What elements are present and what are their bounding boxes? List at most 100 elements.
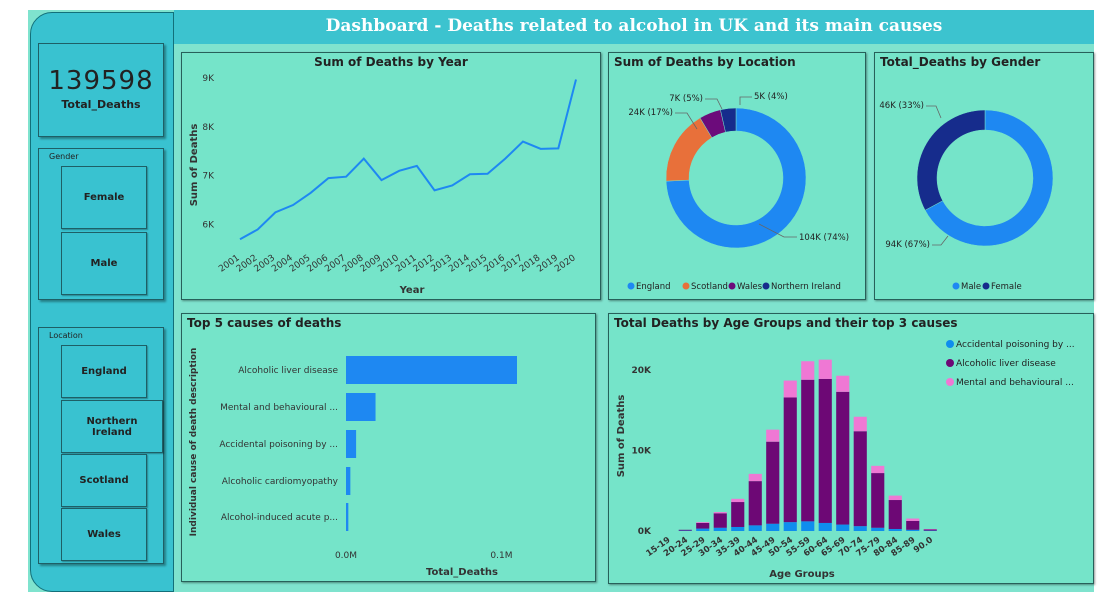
cause-yaxis-label: Individual cause of death description (189, 348, 199, 537)
age-bar-45-49-mental-and-behavioural (766, 429, 780, 442)
age-bar-45-49-accidental-poisoning-by (766, 523, 780, 531)
age-bar-80-84-mental-and-behavioural (888, 495, 902, 501)
age-bar-55-59-accidental-poisoning-by (801, 521, 815, 531)
location-legend-dot-wales (728, 282, 736, 290)
age-ytick-10k: 10K (632, 447, 653, 457)
age-bar-50-54-mental-and-behavioural (783, 380, 797, 398)
location-leader-wales (705, 98, 723, 110)
gender-slicer: Gender Female Male (38, 148, 164, 300)
gender-legend-dot-male (952, 282, 960, 290)
gender-legend-male: Male (961, 282, 981, 292)
location-legend-scotland: Scotland (691, 282, 728, 292)
year-xaxis-label: Year (399, 285, 425, 296)
age-bar-80-84-alcoholic-liver-disease (888, 500, 902, 529)
location-legend-dot-northern-ireland (762, 282, 770, 290)
gender-leader-female (926, 105, 942, 119)
age-xaxis-label: Age Groups (769, 569, 834, 580)
gender-chart-panel: Total_Deaths by Gender 94K (67%) 46K (33%… (874, 52, 1094, 300)
age-bar-75-79-alcoholic-liver-disease (871, 473, 885, 528)
year-ytick-9k: 9K (202, 74, 215, 84)
age-bar-25-29-mental-and-behavioural (696, 522, 710, 523)
age-bar-30-34-alcoholic-liver-disease (713, 513, 727, 528)
age-bar-35-39-accidental-poisoning-by (731, 526, 745, 531)
location-wales-button[interactable]: Wales (61, 508, 147, 561)
cause-xaxis-label: Total_Deaths (426, 567, 498, 578)
location-chart-title: Sum of Deaths by Location (614, 55, 796, 69)
year-ytick-6k: 6K (202, 221, 215, 231)
location-leader-scotland (675, 112, 698, 130)
location-slice-england (665, 107, 807, 249)
age-bar-35-39-mental-and-behavioural (731, 498, 745, 503)
cause-label-5: Alcohol-induced acute p... (221, 513, 338, 523)
causes-chart-title: Top 5 causes of deaths (187, 316, 342, 330)
age-xtick-90-0: 90.0 (912, 535, 935, 555)
total-deaths-value: 139598 (48, 66, 154, 96)
location-england-button[interactable]: England (61, 345, 147, 398)
year-chart-title: Sum of Deaths by Year (314, 55, 468, 69)
age-bar-35-39-alcoholic-liver-disease (731, 502, 745, 527)
age-bar-65-69-accidental-poisoning-by (836, 524, 850, 531)
age-ytick-20k: 20K (632, 366, 653, 376)
causes-bar-chart: Alcoholic liver disease Mental and behavi… (189, 348, 517, 578)
cause-bar-4 (346, 467, 351, 495)
location-label-wales: 7K (5%) (669, 94, 703, 104)
location-legend-northern-ireland: Northern Ireland (771, 282, 841, 292)
gender-leader-male (932, 235, 949, 246)
age-legend-accidental-poisoning-by: Accidental poisoning by ... (956, 340, 1075, 350)
age-legend-alcoholic-liver-disease: Alcoholic liver disease (956, 359, 1056, 369)
age-bar-65-69-alcoholic-liver-disease (836, 391, 850, 525)
location-donut-chart: 104K (74%) 24K (17%) 7K (5%) 5K (4%) England… (627, 92, 849, 292)
year-ytick-8k: 8K (202, 123, 215, 133)
age-bar-60-64-alcoholic-liver-disease (818, 378, 832, 523)
location-leader-northern-ireland (739, 96, 752, 105)
cause-label-4: Alcoholic cardiomyopathy (222, 477, 339, 487)
age-bar-30-34-mental-and-behavioural (713, 512, 727, 514)
location-legend-dot-scotland (682, 282, 690, 290)
cause-bar-3 (346, 430, 357, 458)
age-legend-mental-and-behavioural: Mental and behavioural ... (956, 378, 1074, 388)
total-deaths-card: 139598 Total_Deaths (38, 43, 164, 137)
location-label-northern-ireland: 5K (4%) (754, 92, 788, 102)
age-bar-40-44-alcoholic-liver-disease (748, 481, 762, 526)
gender-slice-female (916, 109, 986, 211)
location-slicer-title: Location (49, 331, 83, 340)
cause-label-2: Mental and behavioural ... (220, 403, 338, 413)
age-chart-title: Total Deaths by Age Groups and their top… (614, 316, 958, 330)
location-northern-ireland-button[interactable]: Northern Ireland (61, 400, 163, 453)
location-scotland-button[interactable]: Scotland (61, 454, 147, 507)
gender-chart-title: Total_Deaths by Gender (880, 55, 1041, 69)
age-legend-dot-accidental-poisoning-by (946, 340, 954, 348)
age-bar-60-64-accidental-poisoning-by (818, 522, 832, 531)
age-bar-75-79-accidental-poisoning-by (871, 527, 885, 531)
causes-chart-panel: Top 5 causes of deaths Alcoholic liver d… (181, 313, 596, 582)
location-legend-england: England (636, 282, 671, 292)
location-label-england: 104K (74%) (799, 233, 849, 243)
year-chart-panel: Sum of Deaths by Year 6K 7K 8K 9K 2001 2002 20… (181, 52, 601, 300)
cause-bar-1 (346, 356, 517, 384)
age-bar-50-54-alcoholic-liver-disease (783, 397, 797, 523)
age-bar-70-74-alcoholic-liver-disease (853, 431, 867, 527)
gender-legend-dot-female (982, 282, 990, 290)
gender-donut-chart: 94K (67%) 46K (33%) Male Female (879, 101, 1054, 292)
location-slicer: Location England Northern Ireland Scotla… (38, 327, 164, 564)
age-bar-85-89-mental-and-behavioural (906, 518, 920, 521)
age-bar-45-49-alcoholic-liver-disease (766, 441, 780, 524)
cause-label-3: Accidental poisoning by ... (219, 440, 338, 450)
age-bar-70-74-mental-and-behavioural (853, 416, 867, 432)
gender-male-button[interactable]: Male (61, 232, 147, 295)
cause-bar-5 (346, 503, 349, 531)
total-deaths-label: Total_Deaths (61, 98, 141, 111)
age-bar-75-79-mental-and-behavioural (871, 465, 885, 474)
cause-xtick-0-0m: 0.0M (335, 551, 357, 561)
cause-bar-2 (346, 393, 376, 421)
age-bar-85-89-accidental-poisoning-by (906, 529, 920, 531)
year-xtick-2020: 2020 (553, 253, 578, 274)
cause-xtick-0-1m: 0.1M (490, 551, 512, 561)
age-bar-80-84-accidental-poisoning-by (888, 528, 902, 531)
gender-female-button[interactable]: Female (61, 166, 147, 229)
age-legend-dot-mental-and-behavioural (946, 378, 954, 386)
age-bar-50-54-accidental-poisoning-by (783, 522, 797, 531)
location-chart-panel: Sum of Deaths by Location 104K (74%) 24K … (608, 52, 866, 300)
year-line-chart: 6K7K8K9K20012002200320042005200620072008… (189, 74, 578, 296)
year-series-line (239, 79, 577, 241)
